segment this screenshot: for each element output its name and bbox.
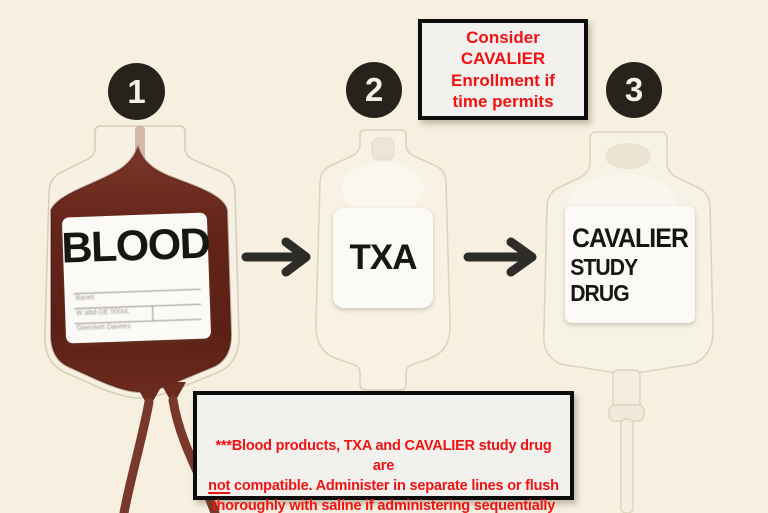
txa-bag-label: TXA xyxy=(333,208,433,308)
arrow-right-icon xyxy=(463,237,537,277)
blood-bag-label: BLOOD Bavet: W abd-DE 500oL Geenivet Dav… xyxy=(60,212,212,344)
step-2-number: 2 xyxy=(364,71,384,108)
cavalier-bag-label: CAVALIER STUDY DRUG xyxy=(565,206,695,323)
step-3-badge: 3 xyxy=(606,62,662,118)
consider-enrollment-note: Consider CAVALIER Enrollment if time per… xyxy=(418,19,588,120)
txa-bag-highlight xyxy=(341,162,425,214)
cavalier-bag-label-line1: CAVALIER xyxy=(572,222,689,253)
warning-text-part1: ***Blood products, TXA and CAVALIER stud… xyxy=(215,438,552,474)
step-1-number: 1 xyxy=(127,72,146,110)
blood-bag-label-text: BLOOD xyxy=(60,219,211,273)
blood-label-form-row: Geenivet Davees xyxy=(74,318,202,339)
warning-text-part2: compatible. Administer in separate lines… xyxy=(211,478,559,513)
step-1-badge: 1 xyxy=(108,63,165,120)
blood-tube xyxy=(119,397,154,513)
warning-underlined-word: not xyxy=(208,478,231,494)
cavalier-bag-tube xyxy=(620,418,634,513)
arrow-right-icon xyxy=(241,237,311,277)
step-3-number: 3 xyxy=(624,71,644,108)
cavalier-bag-label-line2: STUDY DRUG xyxy=(570,253,638,307)
txa-bag-label-text: TXA xyxy=(349,238,418,277)
cavalier-bag-neck-dimple xyxy=(605,143,651,169)
blood-drip xyxy=(160,382,186,405)
blood-drip xyxy=(134,382,164,408)
step-2-badge: 2 xyxy=(346,62,402,118)
consider-enrollment-text: Consider CAVALIER Enrollment if time per… xyxy=(451,27,555,112)
txa-bag-neck-cap xyxy=(371,137,395,161)
blood-bag-label-form: Bavet: W abd-DE 500oL Geenivet Davees xyxy=(73,288,202,339)
compatibility-warning-note: ***Blood products, TXA and CAVALIER stud… xyxy=(193,391,574,513)
